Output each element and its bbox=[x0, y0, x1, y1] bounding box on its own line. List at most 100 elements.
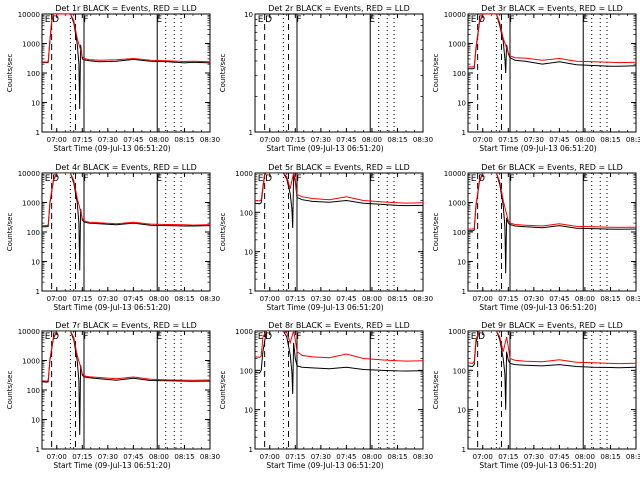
y-tick-label: 1 bbox=[462, 129, 466, 137]
x-tick-label: 07:15 bbox=[498, 453, 518, 461]
y-tick-label: 1 bbox=[462, 288, 466, 296]
y-tick-label: 10 bbox=[457, 100, 466, 108]
x-tick-label: 07:15 bbox=[72, 295, 92, 303]
x-tick-label: 08:00 bbox=[362, 295, 382, 303]
panel-title: Det 3r BLACK = Events, RED = LLD bbox=[481, 4, 623, 13]
x-tick-label: 07:30 bbox=[524, 453, 544, 461]
x-tick-label: 07:30 bbox=[98, 453, 118, 461]
y-tick-label: 1 bbox=[462, 446, 466, 454]
y-tick-label: 100 bbox=[240, 367, 253, 375]
x-tick-label: 07:45 bbox=[336, 136, 356, 144]
y-tick-label: 1000 bbox=[448, 200, 466, 208]
lld-series-line bbox=[255, 331, 423, 362]
marker-letter: D bbox=[265, 332, 272, 342]
events-series-line bbox=[468, 173, 636, 274]
plot-frame bbox=[41, 13, 211, 133]
y-axis-label: Counts/sec bbox=[432, 371, 440, 410]
x-tick-label: 07:30 bbox=[311, 453, 331, 461]
x-tick-label: 07:45 bbox=[549, 136, 569, 144]
x-tick-label: 07:30 bbox=[98, 136, 118, 144]
marker-letter: E bbox=[369, 332, 375, 342]
events-series-line bbox=[255, 173, 423, 229]
events-series-line bbox=[468, 331, 636, 410]
plot-frame bbox=[467, 330, 637, 450]
x-tick-label: 07:45 bbox=[549, 295, 569, 303]
marker-letter: E bbox=[258, 15, 264, 25]
x-tick-label: 08:00 bbox=[149, 136, 169, 144]
marker-letter: F bbox=[296, 15, 301, 25]
y-tick-label: 10000 bbox=[444, 11, 466, 19]
lld-series-line bbox=[42, 14, 210, 63]
y-tick-label: 10 bbox=[244, 11, 253, 19]
marker-letter: F bbox=[296, 332, 301, 342]
y-tick-label: 1000 bbox=[235, 170, 253, 178]
x-tick-label: 08:30 bbox=[200, 136, 220, 144]
marker-letter: F bbox=[296, 174, 301, 184]
marker-letter: F bbox=[509, 332, 514, 342]
y-tick-label: 1 bbox=[249, 446, 253, 454]
panel-title: Det 6r BLACK = Events, RED = LLD bbox=[481, 163, 623, 172]
marker-letter: F bbox=[83, 15, 88, 25]
panel-6r: Det 6r BLACK = Events, RED = LLD 1 10 100 10… bbox=[432, 163, 640, 312]
y-tick-label: 10 bbox=[244, 249, 253, 257]
marker-letter: F bbox=[509, 174, 514, 184]
lld-series-line bbox=[468, 14, 636, 68]
marker-letter: E bbox=[471, 174, 477, 184]
x-tick-label: 08:15 bbox=[600, 295, 620, 303]
x-tick-label: 07:15 bbox=[72, 136, 92, 144]
x-tick-label: 08:30 bbox=[413, 295, 433, 303]
x-tick-label: 07:00 bbox=[260, 136, 280, 144]
series-group bbox=[468, 331, 636, 410]
y-tick-label: 10 bbox=[457, 259, 466, 267]
marker-letter: D bbox=[52, 15, 59, 25]
x-axis-label: Start Time (09-Jul-13 06:51:20) bbox=[53, 303, 170, 312]
marker-letter: D bbox=[478, 15, 485, 25]
y-tick-label: 100 bbox=[27, 229, 40, 237]
lld-series-line bbox=[42, 173, 210, 227]
series-group bbox=[468, 14, 636, 74]
x-tick-label: 08:00 bbox=[575, 136, 595, 144]
y-axis-label: Counts/sec bbox=[432, 54, 440, 93]
y-tick-label: 1 bbox=[36, 446, 40, 454]
marker-letter: E bbox=[258, 332, 264, 342]
marker-letter: E bbox=[156, 174, 162, 184]
x-tick-label: 08:00 bbox=[149, 453, 169, 461]
x-tick-label: 08:30 bbox=[413, 136, 433, 144]
x-tick-label: 07:30 bbox=[524, 295, 544, 303]
x-tick-label: 08:15 bbox=[174, 136, 194, 144]
y-axis-label: Counts/sec bbox=[219, 54, 227, 93]
marker-letter: E bbox=[258, 174, 264, 184]
x-tick-label: 07:00 bbox=[473, 453, 493, 461]
plot-frame bbox=[41, 330, 211, 450]
x-tick-label: 07:00 bbox=[47, 136, 67, 144]
series-group bbox=[468, 173, 636, 274]
events-series-line bbox=[42, 331, 210, 435]
panel-title: Det 8r BLACK = Events, RED = LLD bbox=[268, 321, 410, 330]
lld-series-line bbox=[42, 331, 210, 382]
lld-series-line bbox=[468, 173, 636, 230]
y-tick-label: 1000 bbox=[22, 200, 40, 208]
y-axis-label: Counts/sec bbox=[6, 371, 14, 410]
x-axis-label: Start Time (09-Jul-13 06:51:20) bbox=[266, 144, 383, 153]
x-tick-label: 08:15 bbox=[387, 295, 407, 303]
series-group bbox=[42, 14, 210, 110]
y-axis-label: Counts/sec bbox=[6, 54, 14, 93]
x-tick-label: 07:45 bbox=[549, 453, 569, 461]
x-tick-label: 08:15 bbox=[387, 453, 407, 461]
x-tick-label: 07:15 bbox=[72, 453, 92, 461]
x-tick-label: 07:45 bbox=[336, 453, 356, 461]
x-tick-label: 08:00 bbox=[362, 136, 382, 144]
x-tick-label: 08:30 bbox=[626, 295, 640, 303]
panel-title: Det 4r BLACK = Events, RED = LLD bbox=[55, 163, 197, 172]
panel-title: Det 1r BLACK = Events, RED = LLD bbox=[55, 4, 197, 13]
y-tick-label: 1 bbox=[249, 129, 253, 137]
panel-5r: Det 5r BLACK = Events, RED = LLD 1 10 100 10… bbox=[219, 163, 433, 312]
x-tick-label: 08:30 bbox=[626, 453, 640, 461]
y-tick-label: 100 bbox=[453, 229, 466, 237]
x-tick-label: 07:30 bbox=[311, 295, 331, 303]
x-tick-label: 07:00 bbox=[47, 453, 67, 461]
x-axis-label: Start Time (09-Jul-13 06:51:20) bbox=[53, 144, 170, 153]
y-tick-label: 1000 bbox=[448, 41, 466, 49]
plot-frame bbox=[467, 13, 637, 133]
y-tick-label: 1 bbox=[36, 288, 40, 296]
